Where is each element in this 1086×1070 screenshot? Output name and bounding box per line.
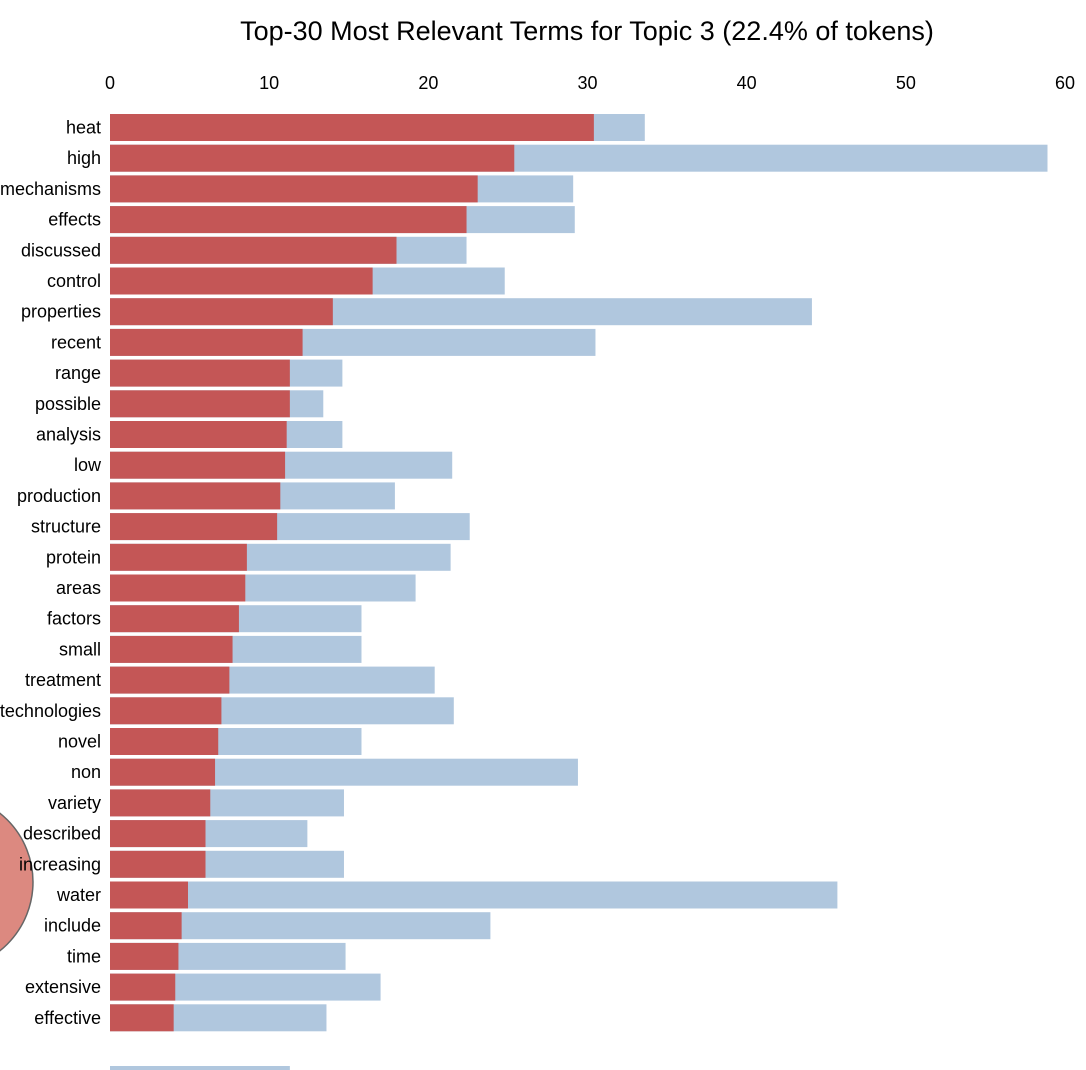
chart-title: Top-30 Most Relevant Terms for Topic 3 (…: [240, 16, 934, 46]
term-label-time[interactable]: time: [67, 946, 101, 966]
term-label-control[interactable]: control: [47, 271, 101, 291]
topic-bar-control[interactable]: [110, 267, 373, 295]
term-label-treatment[interactable]: treatment: [25, 670, 101, 690]
term-label-discussed[interactable]: discussed: [21, 240, 101, 260]
topic-bar-effects[interactable]: [110, 206, 467, 234]
x-axis: 0 10 20 30 40 50 60: [105, 73, 1075, 93]
topic-bar-water[interactable]: [110, 881, 188, 909]
term-label-effects[interactable]: effects: [48, 210, 101, 230]
topic-bar-extensive[interactable]: [110, 973, 176, 1001]
term-label-variety[interactable]: variety: [48, 793, 101, 813]
topic-bar-possible[interactable]: [110, 390, 290, 418]
term-label-range[interactable]: range: [55, 363, 101, 383]
term-label-possible[interactable]: possible: [35, 394, 101, 414]
topic-bars: [110, 114, 594, 1032]
x-tick-label: 0: [105, 73, 115, 93]
topic-bar-increasing[interactable]: [110, 850, 206, 878]
x-tick-label: 20: [418, 73, 438, 93]
x-tick-label: 40: [737, 73, 757, 93]
topic-bar-technologies[interactable]: [110, 697, 222, 725]
topic-bar-production[interactable]: [110, 482, 281, 510]
term-label-small[interactable]: small: [59, 639, 101, 659]
topic-bar-structure[interactable]: [110, 513, 278, 541]
term-label-extensive[interactable]: extensive: [25, 977, 101, 997]
term-label-areas[interactable]: areas: [56, 578, 101, 598]
term-label-low[interactable]: low: [74, 455, 102, 475]
topic-bar-described[interactable]: [110, 820, 206, 848]
topic-bar-discussed[interactable]: [110, 236, 397, 264]
topic-bar-factors[interactable]: [110, 605, 239, 633]
topic-bar-high[interactable]: [110, 144, 515, 172]
term-label-include[interactable]: include: [44, 916, 101, 936]
term-label-described[interactable]: described: [23, 824, 101, 844]
topic-bar-recent[interactable]: [110, 328, 303, 356]
topic-bar-small[interactable]: [110, 635, 233, 663]
topic-bar-effective[interactable]: [110, 1004, 174, 1032]
topic-bar-properties[interactable]: [110, 298, 333, 326]
term-label-factors[interactable]: factors: [47, 609, 101, 629]
term-label-analysis[interactable]: analysis: [36, 425, 101, 445]
topic-bar-include[interactable]: [110, 912, 182, 940]
topic-bar-range[interactable]: [110, 359, 290, 387]
x-tick-label: 30: [577, 73, 597, 93]
topic-bar-non[interactable]: [110, 758, 216, 786]
legend-overall-swatch: [110, 1066, 290, 1070]
term-label-effective[interactable]: effective: [34, 1008, 101, 1028]
term-label-recent[interactable]: recent: [51, 332, 101, 352]
x-tick-label: 60: [1055, 73, 1075, 93]
term-label-novel[interactable]: novel: [58, 732, 101, 752]
x-tick-label: 10: [259, 73, 279, 93]
term-label-technologies[interactable]: technologies: [0, 701, 101, 721]
topic-bar-protein[interactable]: [110, 543, 247, 571]
topic-bar-treatment[interactable]: [110, 666, 230, 694]
term-label-protein[interactable]: protein: [46, 547, 101, 567]
term-label-non[interactable]: non: [71, 762, 101, 782]
x-tick-label: 50: [896, 73, 916, 93]
term-label-heat[interactable]: heat: [66, 118, 101, 138]
topic-circle[interactable]: [0, 794, 34, 970]
topic-bar-time[interactable]: [110, 942, 179, 970]
topic-bar-variety[interactable]: [110, 789, 211, 817]
topic-bar-areas[interactable]: [110, 574, 246, 602]
term-label-mechanisms[interactable]: mechanisms: [0, 179, 101, 199]
topic-bar-heat[interactable]: [110, 114, 594, 141]
term-labels: heat high mechanisms effects discussed contro…: [0, 118, 102, 1028]
topic-bar-mechanisms[interactable]: [110, 175, 478, 203]
term-label-high[interactable]: high: [67, 148, 101, 168]
term-label-increasing[interactable]: increasing: [19, 854, 101, 874]
term-label-water[interactable]: water: [56, 885, 101, 905]
term-label-production[interactable]: production: [17, 486, 101, 506]
term-label-properties[interactable]: properties: [21, 302, 101, 322]
topic-bar-low[interactable]: [110, 451, 286, 479]
term-label-structure[interactable]: structure: [31, 517, 101, 537]
legend-area: [110, 1066, 290, 1070]
topic-bar-analysis[interactable]: [110, 421, 287, 448]
overall-bar-water[interactable]: [110, 881, 838, 909]
topic-bar-novel[interactable]: [110, 728, 219, 755]
